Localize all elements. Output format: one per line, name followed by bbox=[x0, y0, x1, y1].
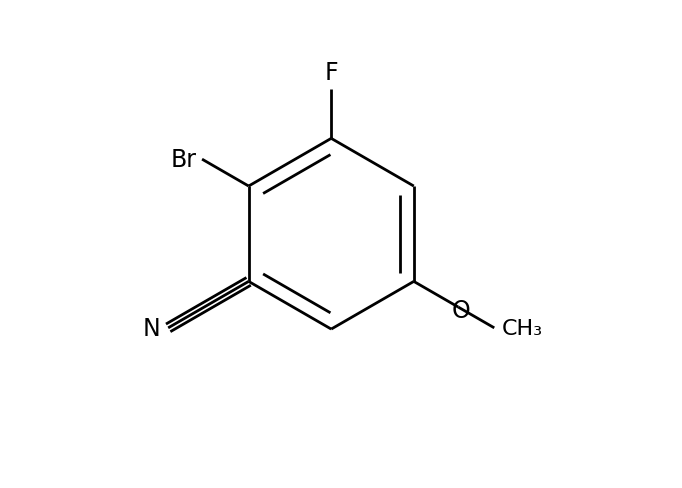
Text: CH₃: CH₃ bbox=[501, 318, 543, 338]
Text: O: O bbox=[451, 298, 470, 322]
Text: N: N bbox=[143, 316, 161, 340]
Text: Br: Br bbox=[170, 148, 196, 172]
Text: F: F bbox=[325, 61, 338, 84]
